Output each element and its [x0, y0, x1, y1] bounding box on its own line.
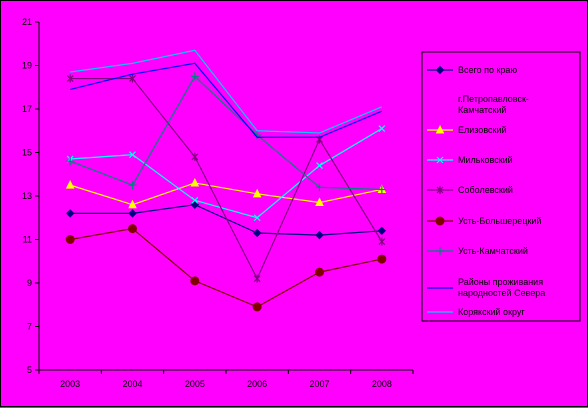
- data-point-5: [377, 254, 387, 264]
- legend-label: народностей Севера: [458, 288, 545, 298]
- series-line-2: [69, 182, 382, 206]
- legend-label: Усть-Камчатский: [458, 246, 528, 256]
- data-point-5: [65, 235, 75, 244]
- legend-label: Камчатский: [458, 105, 506, 115]
- data-point-0: [315, 230, 324, 240]
- data-point-4: [191, 152, 199, 161]
- x-tick-label: 2006: [247, 379, 267, 389]
- legend-label: Районы проживания: [458, 277, 543, 287]
- series-line-8: [70, 49, 383, 134]
- legend-label: Всего по краю: [458, 65, 517, 75]
- y-tick-label: 9: [27, 278, 32, 288]
- legend-label: Корякский округ: [458, 307, 525, 317]
- y-tick-label: 21: [22, 17, 32, 27]
- legend-label: Усть-Большерецкий: [458, 216, 541, 226]
- data-point-3: [378, 125, 386, 132]
- series-line-7: [70, 62, 383, 138]
- data-point-0: [190, 200, 200, 209]
- data-point-0: [377, 226, 387, 236]
- legend-marker-3: [436, 156, 444, 164]
- data-point-2: [128, 199, 137, 209]
- data-point-0: [252, 228, 262, 238]
- data-point-3: [253, 214, 261, 222]
- data-point-2: [252, 188, 262, 198]
- y-tick-label: 15: [22, 148, 32, 158]
- data-point-4: [129, 74, 136, 83]
- x-tick-label: 2008: [372, 379, 392, 389]
- legend-box: [421, 51, 581, 322]
- data-point-6: [128, 181, 137, 190]
- y-tick-label: 17: [22, 104, 32, 114]
- data-point-0: [128, 209, 137, 218]
- legend-label: Елизовский: [458, 125, 507, 135]
- data-point-3: [129, 151, 136, 159]
- legend-marker-0: [435, 65, 445, 75]
- data-point-4: [253, 274, 261, 283]
- data-point-6: [377, 185, 386, 194]
- y-tick-label: 7: [27, 322, 32, 332]
- data-point-4: [66, 74, 74, 83]
- legend-label: г.Петропавловск-: [458, 94, 529, 104]
- legend-marker-6: [436, 247, 444, 255]
- data-point-6: [66, 157, 75, 166]
- data-point-5: [252, 302, 262, 312]
- data-point-5: [128, 224, 137, 234]
- data-point-2: [315, 197, 324, 207]
- data-point-2: [65, 180, 75, 189]
- data-point-6: [315, 183, 324, 192]
- data-point-5: [315, 267, 324, 277]
- legend-label: Соболевский: [458, 185, 513, 195]
- legend-marker-2: [435, 124, 445, 134]
- series-line-5: [70, 227, 382, 308]
- x-tick-label: 2005: [185, 379, 205, 389]
- y-tick-label: 5: [27, 365, 32, 375]
- series-line-4: [70, 77, 383, 281]
- y-tick-label: 13: [22, 191, 32, 201]
- series-line-3: [70, 128, 383, 219]
- legend-label: Мильковский: [458, 155, 513, 165]
- data-point-4: [378, 237, 386, 246]
- data-point-6: [190, 72, 199, 81]
- y-tick-label: 19: [22, 61, 32, 71]
- x-tick-label: 2007: [309, 379, 329, 389]
- legend-marker-4: [436, 186, 444, 194]
- x-tick-label: 2004: [122, 379, 142, 389]
- data-point-5: [190, 276, 200, 286]
- data-point-2: [190, 177, 200, 187]
- series-line-6: [69, 75, 382, 191]
- data-point-3: [316, 162, 323, 169]
- y-tick-label: 11: [23, 235, 32, 245]
- x-tick-label: 2003: [60, 379, 80, 389]
- legend-marker-5: [435, 216, 445, 226]
- data-point-3: [191, 196, 199, 204]
- data-point-0: [65, 209, 75, 218]
